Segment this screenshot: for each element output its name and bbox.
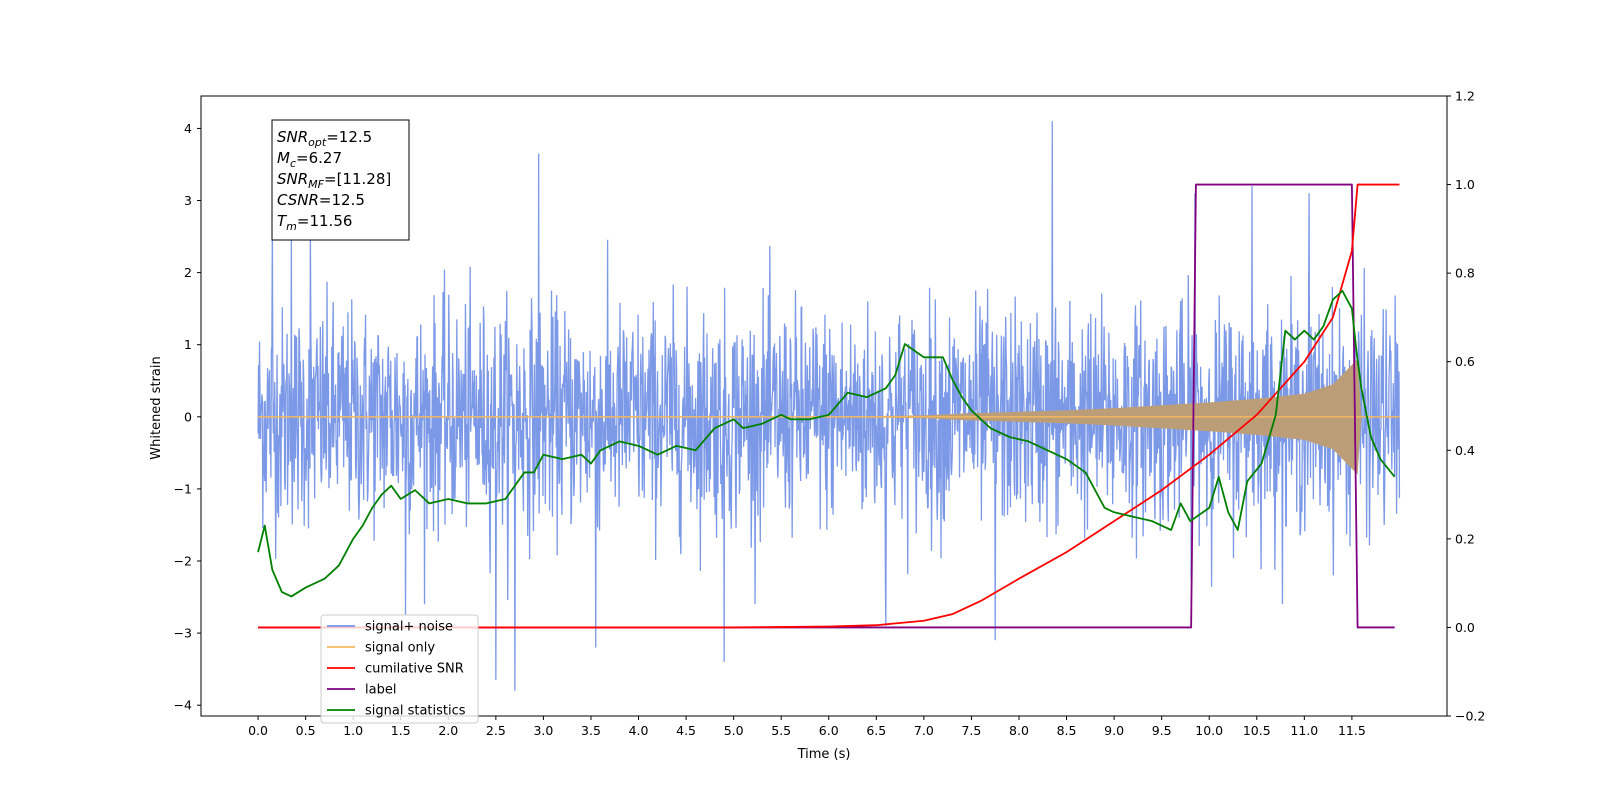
x-tick-label: 7.0: [914, 723, 934, 738]
y-tick-label: −3: [174, 626, 192, 641]
x-tick-label: 4.5: [676, 723, 696, 738]
annotation-symbol: CSNR: [277, 191, 319, 209]
y2-tick-label: 0.2: [1455, 531, 1475, 546]
annotation-value: =11.56: [297, 212, 353, 230]
annotation-subscript: opt: [308, 136, 327, 149]
series-cumulative-snr: [258, 183, 1400, 629]
x-tick-label: 6.0: [819, 723, 839, 738]
y-tick-label: 2: [184, 265, 192, 280]
x-tick-label: 6.5: [866, 723, 886, 738]
annotation-line: Mc=6.27: [277, 149, 342, 170]
annotation-subscript: c: [290, 157, 296, 170]
annotation-symbol: SNR: [277, 170, 308, 188]
x-tick-label: 3.5: [581, 723, 601, 738]
x-tick-label: 8.5: [1057, 723, 1077, 738]
x-tick-label: 5.0: [724, 723, 744, 738]
annotation-value: =6.27: [296, 149, 342, 167]
plot-series-group: [257, 121, 1401, 691]
y-tick-label: 0: [184, 409, 192, 424]
annotation-line: CSNR=12.5: [277, 191, 365, 209]
x-tick-label: 1.5: [391, 723, 411, 738]
annotation-subscript: MF: [308, 178, 324, 191]
y-axis-label: Whitened strain: [149, 356, 164, 459]
plot-area: [257, 121, 1401, 691]
legend-frame: [320, 614, 479, 724]
x-tick-label: 8.0: [1009, 723, 1029, 738]
x-tick-label: 10.0: [1195, 723, 1223, 738]
x-tick-label: 3.0: [533, 723, 553, 738]
x-tick-label: 7.5: [961, 723, 981, 738]
x-tick-label: 11.0: [1290, 723, 1318, 738]
y2-tick-label: 0.6: [1455, 354, 1475, 369]
annotation-line: SNRMF=[11.28]: [277, 170, 391, 191]
legend-label: signal only: [365, 641, 435, 656]
y-tick-label: 1: [184, 337, 192, 352]
axes: 0.0 0.5 1.0 1.5 2.0 2.5 3.0 3.5 4.0 4.5 5.0 5.5 6.0 6…: [174, 89, 1486, 739]
x-tick-label: 9.0: [1104, 723, 1124, 738]
x-tick-label: 0.0: [248, 723, 268, 738]
annotation-value: =[11.28]: [324, 170, 391, 188]
y-tick-label: 3: [184, 193, 192, 208]
series-label: [258, 183, 1395, 629]
y-tick-label: −2: [174, 554, 192, 569]
x-axis-label: Time (s): [797, 747, 851, 762]
x-tick-label: 11.5: [1338, 723, 1366, 738]
annotation-value: =12.5: [326, 128, 372, 146]
x-tick-label: 2.0: [438, 723, 458, 738]
y2-tick-label: 0.0: [1455, 620, 1475, 635]
annotation-symbol: SNR: [277, 128, 308, 146]
x-tick-label: 10.5: [1243, 723, 1271, 738]
annotation-box: SNRopt=12.5Mc=6.27SNRMF=[11.28]CSNR=12.5…: [271, 119, 410, 241]
annotation-value: =12.5: [319, 191, 365, 209]
series-signal-noise: [257, 121, 1401, 691]
y2-tick-label: 1.0: [1455, 177, 1475, 192]
annotation-frame: [271, 119, 410, 241]
legend-label: signal+ noise: [365, 620, 453, 635]
axes-frame: [200, 95, 1448, 717]
y-tick-label: 4: [184, 121, 192, 136]
y-tick-label: −4: [174, 698, 192, 713]
legend: signal+ noise signal only cumilative SNR la…: [320, 614, 479, 724]
x-tick-label: 5.5: [771, 723, 791, 738]
y2-tick-label: −0.2: [1455, 709, 1485, 724]
annotation-line: Tm=11.56: [277, 212, 352, 233]
legend-label: label: [365, 683, 396, 698]
y-tick-label: −1: [174, 481, 192, 496]
series-signal-statistics: [257, 289, 1396, 598]
annotation-line: SNRopt=12.5: [277, 128, 372, 149]
x-tick-label: 2.5: [486, 723, 506, 738]
x-tick-label: 4.0: [629, 723, 649, 738]
y2-tick-label: 0.4: [1455, 443, 1475, 458]
annotation-subscript: m: [286, 220, 297, 233]
x-tick-label: 1.0: [343, 723, 363, 738]
x-tick-label: 9.5: [1152, 723, 1172, 738]
legend-label: cumilative SNR: [365, 662, 464, 677]
annotation-symbol: M: [277, 149, 290, 167]
legend-label: signal statistics: [365, 704, 466, 719]
y2-tick-label: 0.8: [1455, 266, 1475, 281]
annotation-symbol: T: [277, 212, 288, 230]
y2-tick-label: 1.2: [1455, 89, 1475, 104]
x-tick-label: 0.5: [296, 723, 316, 738]
